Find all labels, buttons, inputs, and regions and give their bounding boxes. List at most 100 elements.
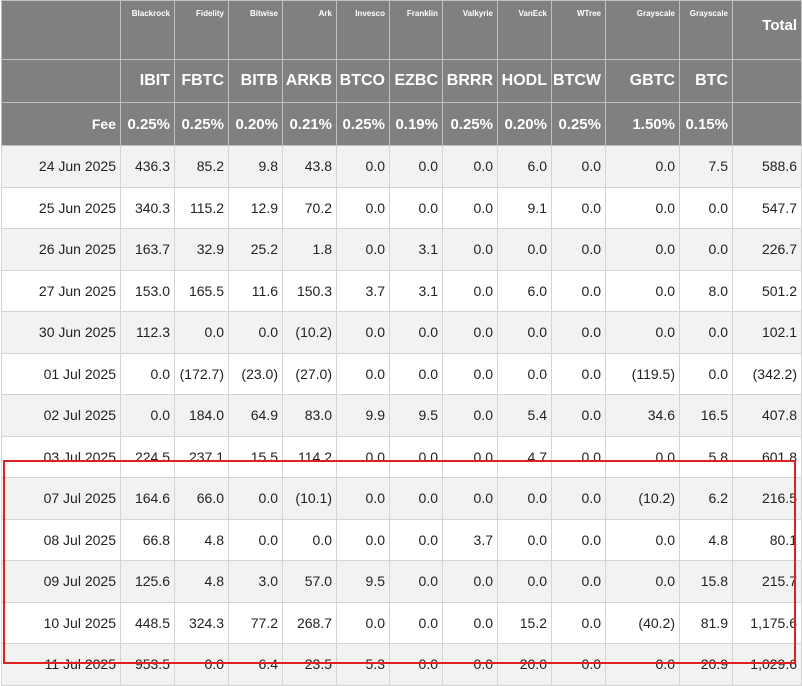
row-total: (342.2) [732, 352, 802, 395]
flow-cell: 9.8 [228, 145, 283, 188]
total-header: Total [732, 0, 802, 60]
flow-cell: 0.0 [605, 518, 680, 561]
row-date: 10 Jul 2025 [1, 601, 121, 644]
fee-value: 0.15% [679, 102, 733, 146]
flow-cell: 64.9 [228, 394, 283, 437]
flow-cell: 0.0 [497, 477, 552, 520]
flow-cell: 953.5 [120, 643, 175, 686]
flow-cell: 448.5 [120, 601, 175, 644]
flow-cell: 0.0 [551, 477, 606, 520]
row-date: 30 Jun 2025 [1, 311, 121, 354]
flow-cell: 0.0 [551, 145, 606, 188]
row-date: 01 Jul 2025 [1, 352, 121, 395]
flow-cell: 0.0 [336, 518, 390, 561]
flow-cell: 0.0 [497, 518, 552, 561]
flow-cell: 0.0 [389, 311, 443, 354]
flow-cell: 0.0 [551, 228, 606, 271]
row-total: 80.1 [732, 518, 802, 561]
flow-cell: 0.0 [551, 269, 606, 312]
flow-cell: 9.1 [497, 186, 552, 229]
row-date: 07 Jul 2025 [1, 477, 121, 520]
flow-cell: 6.0 [497, 269, 552, 312]
issuer-label: Blackrock [120, 0, 175, 60]
issuer-label: Valkyrie [442, 0, 498, 60]
issuer-label: Ark [282, 0, 337, 60]
flow-cell: 0.0 [679, 311, 733, 354]
flow-cell: 57.0 [282, 560, 337, 603]
flow-cell: 0.0 [605, 145, 680, 188]
flow-cell: 0.0 [551, 560, 606, 603]
table-row: 09 Jul 2025 125.6 4.8 3.0 57.0 9.5 0.0 0.0 0.0 0.… [1, 560, 802, 603]
flow-cell: 66.0 [174, 477, 229, 520]
flow-cell: 3.1 [389, 228, 443, 271]
fee-value: 0.25% [174, 102, 229, 146]
flow-cell: 237.1 [174, 435, 229, 478]
flow-cell: 0.0 [551, 186, 606, 229]
flow-cell: 0.0 [551, 394, 606, 437]
flow-cell: 165.5 [174, 269, 229, 312]
flow-cell: 0.0 [336, 435, 390, 478]
ticker-label: BTC [679, 59, 733, 103]
row-date: 09 Jul 2025 [1, 560, 121, 603]
total-header-spacer [732, 102, 802, 146]
flow-cell: 0.0 [389, 145, 443, 188]
flow-cell: 0.0 [389, 518, 443, 561]
header-corner [1, 0, 121, 60]
flow-cell: 324.3 [174, 601, 229, 644]
issuer-label: Franklin [389, 0, 443, 60]
flow-cell: 9.9 [336, 394, 390, 437]
flow-cell: 25.2 [228, 228, 283, 271]
flow-cell: 0.0 [120, 352, 175, 395]
flow-cell: 184.0 [174, 394, 229, 437]
table-row: 07 Jul 2025 164.6 66.0 0.0 (10.1) 0.0 0.0 0.0 0.… [1, 477, 802, 520]
fee-value: 0.21% [282, 102, 337, 146]
flow-cell: 3.7 [336, 269, 390, 312]
row-total: 501.2 [732, 269, 802, 312]
flow-cell: 0.0 [389, 643, 443, 686]
flow-cell: (119.5) [605, 352, 680, 395]
flow-cell: 6.2 [679, 477, 733, 520]
row-date: 27 Jun 2025 [1, 269, 121, 312]
flow-cell: (40.2) [605, 601, 680, 644]
row-date: 26 Jun 2025 [1, 228, 121, 271]
ticker-label: BTCW [551, 59, 606, 103]
row-total: 216.5 [732, 477, 802, 520]
flow-cell: 0.0 [442, 394, 498, 437]
flow-rows: 24 Jun 2025 436.3 85.2 9.8 43.8 0.0 0.0 0.0 6.0 0… [1, 145, 802, 686]
ticker-label: HODL [497, 59, 552, 103]
row-total: 102.1 [732, 311, 802, 354]
row-date: 03 Jul 2025 [1, 435, 121, 478]
flow-cell: 0.0 [228, 311, 283, 354]
flow-cell: 224.5 [120, 435, 175, 478]
row-total: 1,029.6 [732, 643, 802, 686]
flow-cell: 0.0 [174, 643, 229, 686]
fee-value: 0.25% [442, 102, 498, 146]
flow-cell: 7.5 [679, 145, 733, 188]
flow-cell: 16.5 [679, 394, 733, 437]
issuer-label: Bitwise [228, 0, 283, 60]
flow-cell: (10.2) [282, 311, 337, 354]
fee-header-row: Fee 0.25% 0.25% 0.20% 0.21% 0.25% 0.19% … [1, 102, 802, 146]
flow-cell: 0.0 [605, 643, 680, 686]
flow-cell: 0.0 [442, 601, 498, 644]
flow-cell: 125.6 [120, 560, 175, 603]
flow-cell: 0.0 [442, 145, 498, 188]
flow-cell: 0.0 [389, 477, 443, 520]
flow-cell: 5.3 [336, 643, 390, 686]
flow-cell: 4.7 [497, 435, 552, 478]
row-total: 547.7 [732, 186, 802, 229]
flow-cell: 0.0 [336, 352, 390, 395]
flow-cell: 0.0 [497, 311, 552, 354]
flow-cell: 0.0 [551, 643, 606, 686]
row-total: 1,175.6 [732, 601, 802, 644]
flow-cell: 0.0 [551, 601, 606, 644]
flow-cell: 32.9 [174, 228, 229, 271]
flow-cell: 0.0 [442, 435, 498, 478]
table-row: 30 Jun 2025 112.3 0.0 0.0 (10.2) 0.0 0.0 0.0 0.0… [1, 311, 802, 354]
table-row: 25 Jun 2025 340.3 115.2 12.9 70.2 0.0 0.0 0.0 9.… [1, 186, 802, 229]
row-date: 08 Jul 2025 [1, 518, 121, 561]
flow-cell: (23.0) [228, 352, 283, 395]
flow-cell: 85.2 [174, 145, 229, 188]
flow-cell: 0.0 [336, 186, 390, 229]
flow-cell: 6.0 [497, 145, 552, 188]
